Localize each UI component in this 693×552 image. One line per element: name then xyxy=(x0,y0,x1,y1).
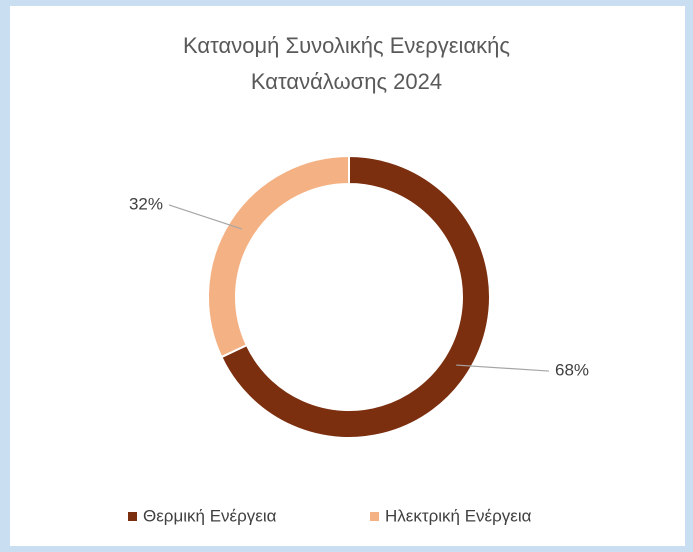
legend-swatch xyxy=(128,512,137,521)
leader-line xyxy=(169,205,242,229)
legend-label: Ηλεκτρική Ενέργεια xyxy=(385,506,532,525)
legend-swatch xyxy=(370,512,379,521)
page: Κατανομή Συνολικής Ενεργειακής Κατανάλωσ… xyxy=(0,0,693,552)
chart: 68% 32% Θερμική Ενέργεια Ηλεκτρική Ενέργεια xyxy=(0,0,693,552)
data-label: 32% xyxy=(129,194,163,213)
data-label: 68% xyxy=(555,361,589,380)
donut-slice xyxy=(208,156,349,357)
legend-label: Θερμική Ενέργεια xyxy=(143,506,277,525)
